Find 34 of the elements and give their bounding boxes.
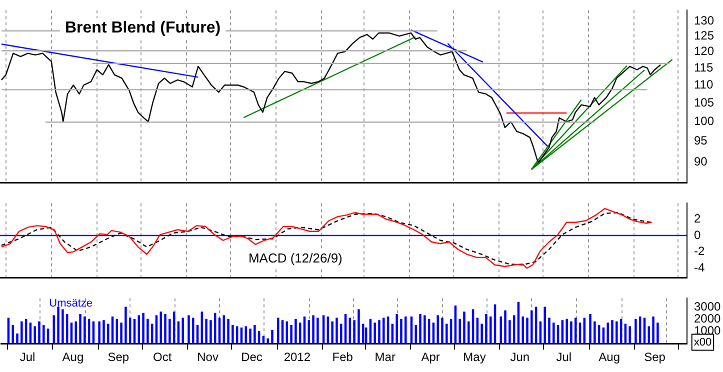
y-tick-label: 2 [694, 211, 701, 226]
x-tick-label: Jul [556, 350, 572, 364]
y-tick-label: 0 [694, 228, 701, 242]
x-tick-label: Mar [374, 350, 396, 364]
x-tick-label: Jun [510, 350, 530, 364]
y-tick-label: 100 [694, 114, 714, 128]
x-tick-label: Sep [644, 350, 666, 364]
y-tick-label: -2 [694, 244, 705, 258]
y-tick-label: 90 [694, 154, 708, 169]
x-tick-label: Nov [197, 350, 218, 364]
y-tick-label: 120 [694, 44, 714, 58]
y-tick-label: 2000 [694, 312, 722, 326]
y-tick-label: 3000 [694, 299, 722, 314]
x-tick-label: Apr [421, 350, 440, 364]
x-tick-label: Oct [153, 350, 172, 364]
x-tick-label: Dec [241, 350, 262, 364]
y-tick-label: 95 [694, 134, 708, 148]
y-tick-label: -4 [694, 260, 705, 274]
text: x00 [694, 336, 712, 348]
x-tick-label: Feb [332, 350, 354, 364]
x-tick-label: Sep [108, 350, 130, 364]
annotation: MACD (12/26/9) [248, 250, 342, 266]
y-tick-label: 115 [694, 60, 714, 74]
x-tick-label: 2012 [284, 350, 311, 364]
x-tick-label: Aug [598, 350, 620, 364]
y-tick-label: 105 [694, 95, 714, 110]
y-tick-label: 110 [694, 77, 714, 92]
x-tick-label: May [463, 350, 486, 364]
y-tick-label: 125 [694, 28, 714, 42]
annotation: Umsätze [49, 298, 93, 310]
text: Brent Blend (Future) [65, 20, 221, 37]
x-tick-label: Jul [20, 350, 36, 364]
y-tick-label: 130 [694, 13, 714, 28]
x-tick-label: Aug [62, 350, 84, 364]
